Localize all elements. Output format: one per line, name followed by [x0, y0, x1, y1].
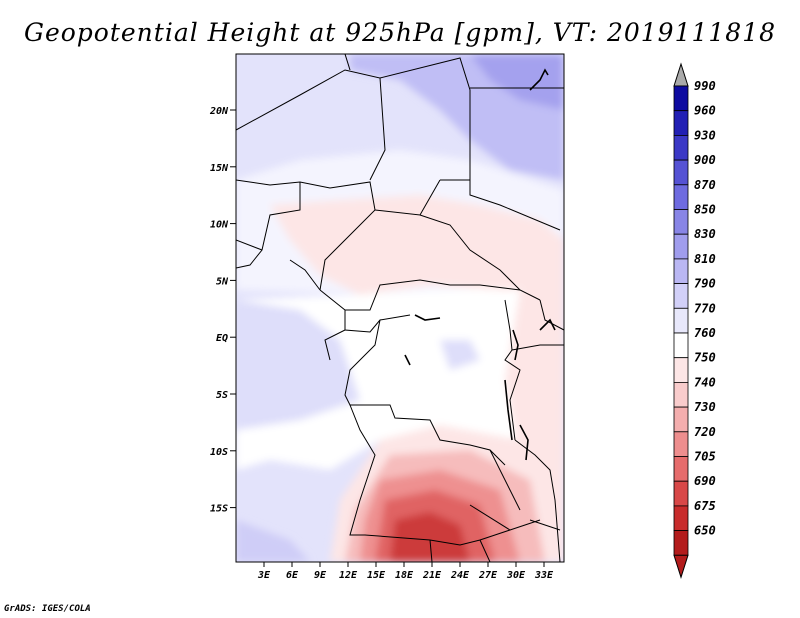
colorbar-swatch — [673, 184, 689, 210]
lon-label: 3E — [257, 570, 271, 581]
lakes — [404, 68, 556, 461]
colorbar-label: 850 — [694, 203, 716, 217]
colorbar-swatch — [673, 307, 689, 334]
colorbar-label: 705 — [694, 450, 716, 464]
shade-lavender-southwest — [236, 520, 310, 562]
lat-label: 15S — [210, 504, 228, 515]
colorbar-swatch — [673, 406, 689, 433]
colorbar-swatch — [673, 85, 689, 112]
colorbar-swatch — [673, 431, 689, 457]
colorbar-swatch — [673, 283, 689, 309]
lon-label: 12E — [339, 570, 358, 581]
colorbar-label: 770 — [694, 301, 716, 315]
map-area — [236, 54, 564, 562]
lat-label: EQ — [216, 333, 228, 344]
colorbar-swatch — [673, 110, 689, 136]
shade-lavender-spot — [440, 340, 480, 370]
latitude-axis: 20N 15N 10N 5N EQ 5S 10S 15S — [209, 106, 236, 515]
colorbar-label: 870 — [694, 178, 716, 192]
colorbar-swatch — [673, 456, 689, 482]
colorbar-swatch — [673, 159, 689, 186]
shade-pink-east — [505, 290, 564, 470]
lat-label: 10S — [210, 447, 228, 458]
lat-label: 15N — [210, 163, 229, 174]
colorbar: 990 960 930 900 870 850 830 810 790 770 760 750 740 7… — [673, 62, 716, 579]
colorbar-label: 960 — [694, 104, 716, 118]
colorbar-swatch — [673, 357, 689, 383]
lon-label: 24E — [450, 570, 470, 581]
colorbar-label: 720 — [694, 425, 716, 439]
lon-label: 6E — [286, 570, 299, 581]
colorbar-label: 730 — [694, 400, 716, 414]
country-borders — [236, 54, 564, 562]
grads-credit: GrADS: IGES/COLA — [4, 604, 91, 614]
colorbar-swatch — [673, 530, 689, 556]
colorbar-swatch — [673, 258, 689, 284]
lat-label: 10N — [210, 220, 229, 231]
colorbar-swatch — [673, 233, 689, 260]
lon-label: 27E — [478, 570, 498, 581]
lon-label: 9E — [314, 570, 327, 581]
shade-red-3 — [390, 512, 470, 562]
colorbar-swatch — [673, 381, 689, 408]
lat-label: 5N — [216, 276, 229, 287]
longitude-axis: 3E 6E 9E 12E 15E 18E 21E 24E 27E 30E 33E — [257, 562, 554, 581]
colorbar-label: 740 — [694, 375, 716, 389]
colorbar-swatch — [673, 134, 689, 161]
colorbar-label: 650 — [694, 524, 716, 538]
lat-label: 5S — [216, 390, 228, 401]
colorbar-swatch — [673, 332, 689, 359]
colorbar-label: 810 — [694, 252, 716, 266]
lat-label: 20N — [209, 106, 229, 117]
colorbar-label: 760 — [694, 326, 716, 340]
shade-lavender-west — [236, 300, 360, 430]
colorbar-label: 930 — [694, 128, 716, 142]
colorbar-label: 690 — [694, 474, 716, 488]
shade-blue-northeast — [470, 54, 564, 110]
shade-pink-sahel — [270, 195, 564, 295]
colorbar-label: 790 — [694, 277, 716, 291]
lon-label: 15E — [367, 570, 386, 581]
colorbar-over-arrow — [673, 62, 689, 87]
lon-label: 33E — [534, 570, 554, 581]
colorbar-swatch — [673, 480, 689, 507]
colorbar-swatch — [673, 209, 689, 235]
colorbar-label: 750 — [694, 351, 716, 365]
map-frame — [235, 53, 565, 563]
colorbar-under-arrow — [673, 554, 689, 579]
colorbar-label: 675 — [694, 499, 716, 513]
chart-title: Geopotential Height at 925hPa [gpm], VT:… — [23, 18, 777, 47]
colorbar-swatch — [673, 505, 689, 531]
lon-label: 30E — [506, 570, 526, 581]
lon-label: 18E — [395, 570, 414, 581]
colorbar-label: 900 — [694, 153, 716, 167]
colorbar-label: 990 — [694, 79, 716, 93]
lon-label: 21E — [422, 570, 442, 581]
colorbar-label: 830 — [694, 227, 716, 241]
